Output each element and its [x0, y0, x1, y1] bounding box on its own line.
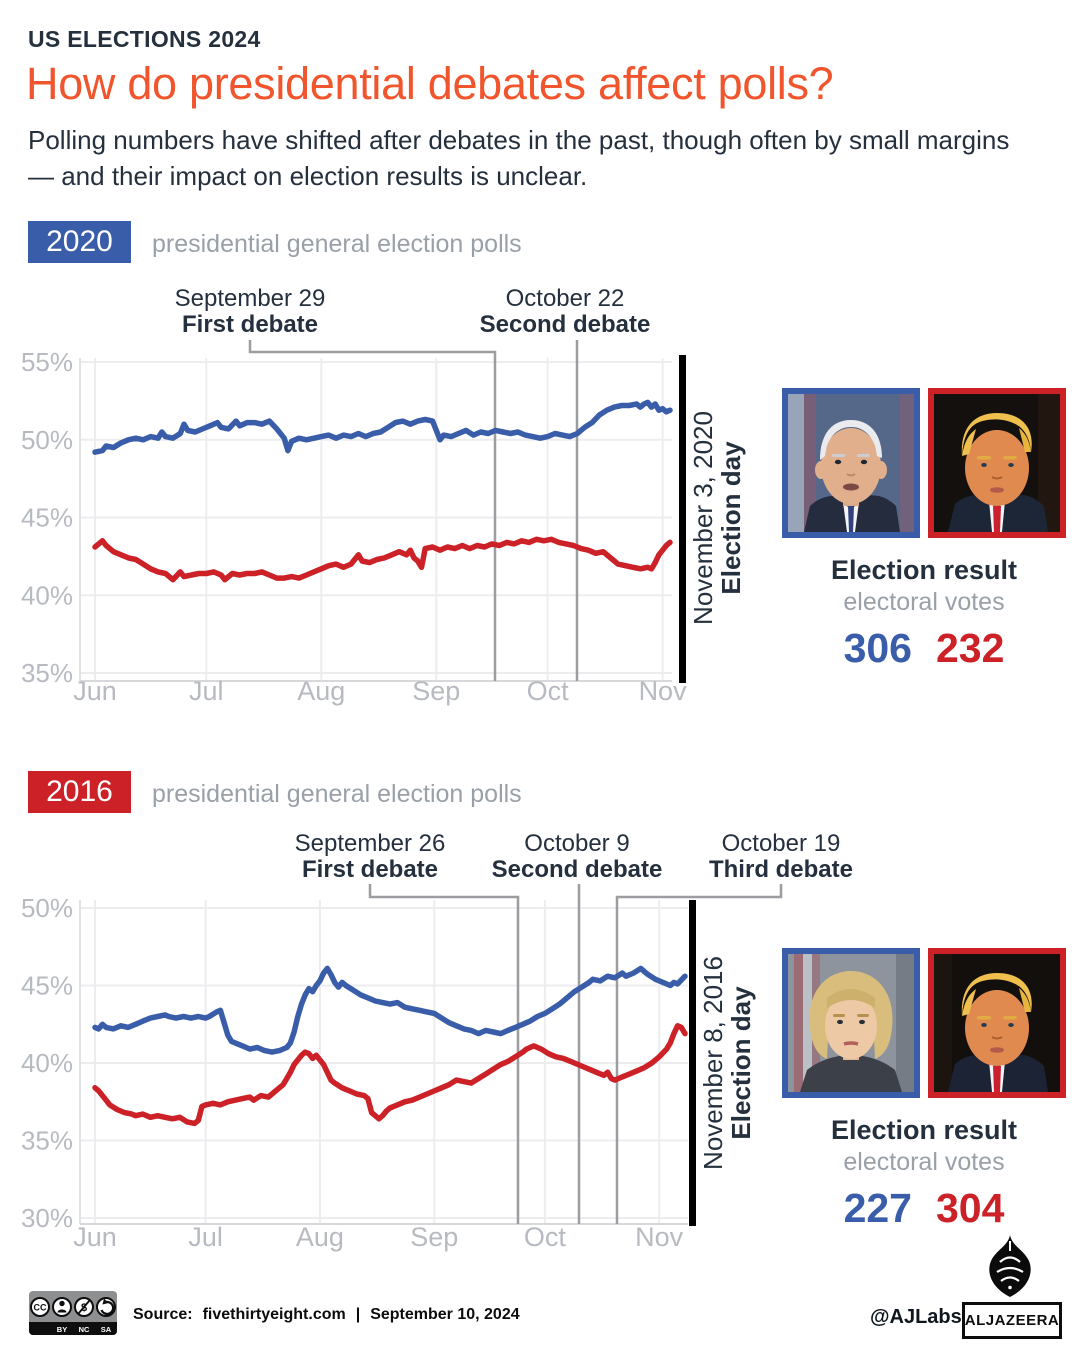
creative-commons-license-badge: CC $ BY NC SA: [29, 1291, 117, 1335]
trump-electoral-votes-2020: 232: [936, 625, 1005, 671]
chart-caption-2016: presidential general election polls: [152, 780, 522, 808]
result-heading-2020: Election result: [830, 555, 1018, 585]
x-tick-label: Jul: [189, 676, 224, 706]
candidate-photos-2020: [782, 388, 1066, 538]
poll-line-clinton: [92, 965, 688, 1055]
election-day-line: [679, 355, 686, 683]
electoral-votes-2016: 227 304: [782, 1185, 1066, 1232]
y-tick-label: 40%: [21, 580, 73, 610]
x-tick-label: Jun: [73, 1222, 117, 1252]
license-nc-label: NC: [79, 1325, 90, 1334]
kicker: US ELECTIONS 2024: [28, 26, 261, 52]
election-day-line: [689, 900, 696, 1226]
debate-date-label: October 22: [506, 285, 625, 312]
al-jazeera-wordmark-text: ALJAZEERA: [964, 1312, 1060, 1329]
result-panel-2020: Election result electoral votes 306 232: [782, 388, 1066, 672]
publish-date: September 10, 2024: [370, 1306, 520, 1323]
page-subtitle: Polling numbers have shifted after debat…: [28, 125, 1010, 191]
x-tick-label: Jun: [73, 676, 117, 706]
attribution-person-icon: [57, 1300, 67, 1313]
electoral-votes-2020: 306 232: [782, 625, 1066, 672]
poll-line-trump: [92, 536, 673, 583]
debate-date-label: October 9: [524, 830, 629, 857]
y-tick-label: 30%: [21, 1203, 73, 1233]
debate-date-label: September 26: [295, 830, 446, 857]
page-title: How do presidential debates affect polls…: [26, 58, 834, 109]
poll-chart-2016: 50% 45% 40% 35% 30%Jun Jul Aug Sep Oct Nov Septemb…: [21, 830, 853, 1252]
y-tick-label: 55%: [21, 347, 73, 377]
trump-portrait-illustration-2016: [934, 954, 1060, 1092]
poll-chart-2020: 55%50%45%40%35%Jun Jul Aug Sep Oct NovSeptemb…: [21, 285, 746, 706]
y-tick-label: 45%: [21, 971, 73, 1001]
share-alike-icon: [100, 1298, 115, 1315]
year-badge-2016-label: 2016: [46, 775, 113, 808]
source-name: fivethirtyeight.com: [202, 1306, 346, 1323]
biden-portrait-illustration: [788, 394, 914, 532]
x-tick-label: Oct: [527, 676, 570, 706]
ajlabs-credit: @AJLabs: [870, 1306, 962, 1328]
clinton-electoral-votes: 227: [843, 1185, 912, 1231]
y-tick-label: 50%: [21, 425, 73, 455]
al-jazeera-wordmark: ALJAZEERA: [962, 1302, 1062, 1339]
poll-line-trump: [92, 1023, 688, 1127]
result-subheading-2020: electoral votes: [843, 588, 1005, 616]
y-tick-label: 40%: [21, 1048, 73, 1078]
election-day-date-label: November 3, 2020: [688, 411, 718, 625]
clinton-photo: [782, 948, 920, 1098]
result-heading-2016: Election result: [830, 1115, 1018, 1145]
poll-line-biden: [92, 399, 673, 455]
debate-marker-connector: [615, 884, 783, 1224]
x-tick-label: Aug: [296, 1222, 344, 1252]
trump-electoral-votes-2016: 304: [936, 1185, 1005, 1231]
cc-icon: CC: [34, 1303, 47, 1313]
y-tick-label: 35%: [21, 1126, 73, 1156]
source-divider: |: [355, 1306, 361, 1323]
debate-name-label: First debate: [302, 856, 438, 883]
debate-name-label: Second debate: [492, 856, 663, 883]
year-badge-2020-label: 2020: [46, 225, 113, 258]
y-tick-label: 35%: [21, 658, 73, 688]
x-tick-label: Aug: [297, 676, 345, 706]
y-tick-label: 45%: [21, 503, 73, 533]
source-label: Source:: [133, 1306, 193, 1323]
debate-marker-connector: [368, 884, 520, 1224]
debate-marker-connector: [248, 340, 497, 681]
trump-photo: [928, 388, 1066, 538]
debate-name-label: Second debate: [480, 311, 651, 338]
result-panel-2016: Election result electoral votes 227 304: [782, 948, 1066, 1232]
debate-name-label: First debate: [182, 311, 318, 338]
license-by-label: BY: [57, 1325, 67, 1334]
election-day-label: Election day: [716, 441, 746, 595]
x-tick-label: Sep: [412, 676, 460, 706]
license-sa-label: SA: [101, 1325, 112, 1334]
x-tick-label: Oct: [524, 1222, 567, 1252]
x-tick-label: Jul: [188, 1222, 223, 1252]
biden-electoral-votes: 306: [843, 625, 912, 671]
x-tick-label: Sep: [410, 1222, 458, 1252]
election-day-label: Election day: [726, 986, 756, 1140]
source-line: Source: fivethirtyeight.com | September …: [133, 1306, 520, 1324]
debate-date-label: September 29: [175, 285, 326, 312]
al-jazeera-calligraphy-logo: [989, 1235, 1031, 1297]
debate-name-label: Third debate: [709, 856, 853, 883]
non-commercial-icon: $: [77, 1299, 91, 1315]
result-subheading-2016: electoral votes: [843, 1148, 1005, 1176]
biden-photo: [782, 388, 920, 538]
debate-date-label: October 19: [722, 830, 841, 857]
election-day-date-label: November 8, 2016: [698, 956, 728, 1170]
year-badge-2016: 2016: [28, 771, 131, 813]
year-badge-2020: 2020: [28, 221, 131, 263]
trump-photo-2016: [928, 948, 1066, 1098]
trump-portrait-illustration: [934, 394, 1060, 532]
y-tick-label: 50%: [21, 893, 73, 923]
clinton-portrait-illustration: [788, 954, 914, 1092]
candidate-photos-2016: [782, 948, 1066, 1098]
chart-caption-2020: presidential general election polls: [152, 230, 522, 258]
x-tick-label: Nov: [635, 1222, 684, 1252]
